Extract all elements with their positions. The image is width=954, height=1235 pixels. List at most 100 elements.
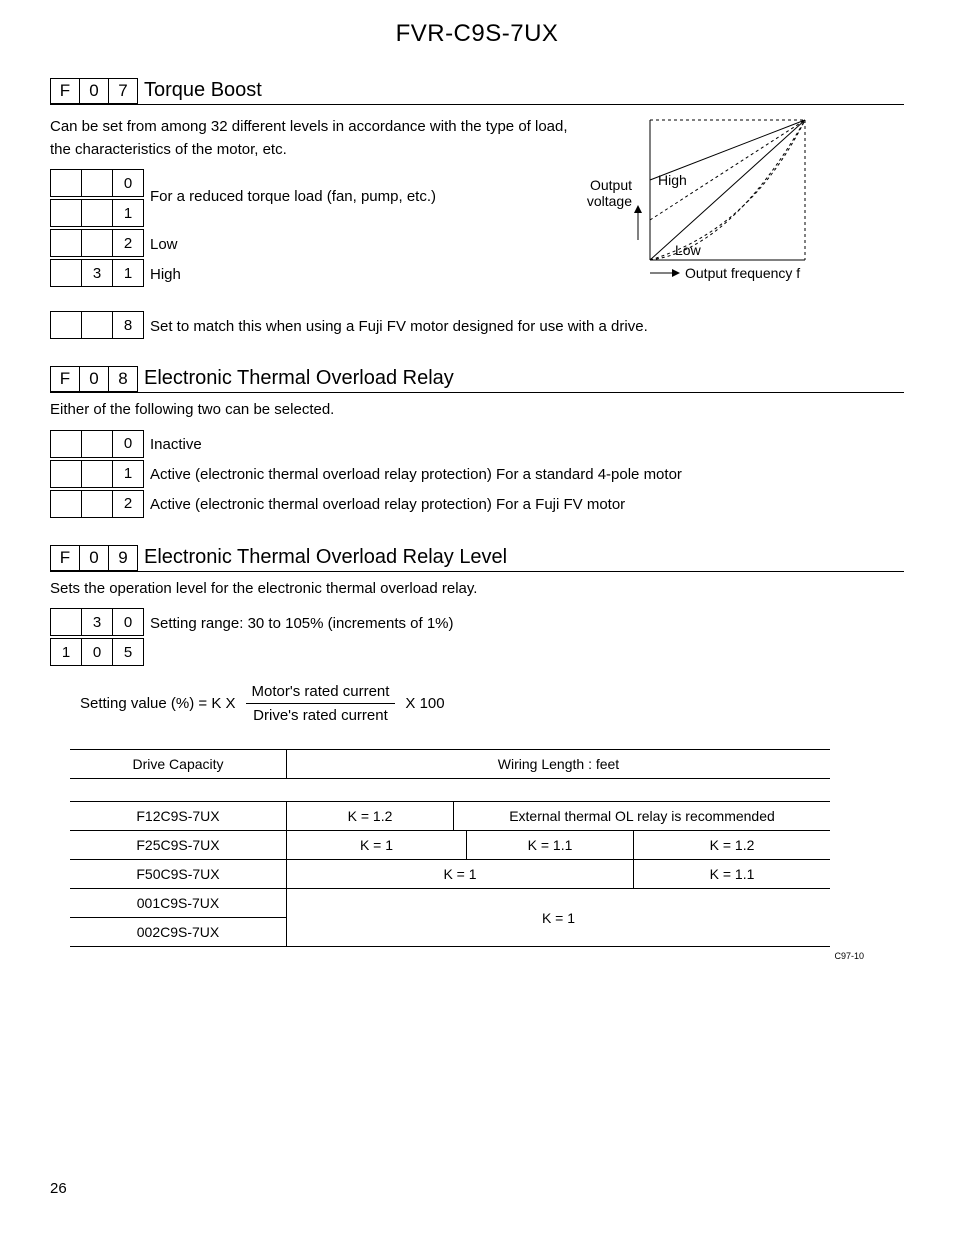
table-header-row: Drive Capacity Wiring Length : feet — [70, 750, 830, 779]
option-row: 2 Low — [50, 229, 590, 259]
section-desc: Sets the operation level for the electro… — [50, 578, 904, 601]
header-wiring-length: Wiring Length : feet — [287, 750, 831, 779]
section-header: F 0 9 Electronic Thermal Overload Relay … — [50, 545, 904, 572]
k-cell: K = 1.2 — [287, 802, 454, 831]
chart-high-label: High — [658, 172, 687, 188]
chart-low-label: Low — [675, 242, 702, 258]
function-code-box: F 0 7 — [50, 78, 138, 104]
code-cell: 0 — [80, 546, 109, 570]
chart-x-label: Output frequency f — [685, 265, 800, 281]
table-row: F50C9S-7UX K = 1 K = 1.1 — [70, 860, 830, 889]
opt-cell: 0 — [113, 430, 144, 457]
option-cells: 8 — [50, 311, 144, 339]
option-label: Active (electronic thermal overload rela… — [150, 496, 625, 513]
cap-cell: F25C9S-7UX — [70, 831, 287, 860]
option-label: Setting range: 30 to 105% (increments of… — [150, 615, 454, 632]
table-row: F25C9S-7UX K = 1 K = 1.1 K = 1.2 — [70, 831, 830, 860]
opt-cell — [51, 230, 82, 257]
opt-cell — [51, 260, 82, 287]
section-title: Electronic Thermal Overload Relay — [144, 367, 454, 391]
cap-cell: 002C9S-7UX — [70, 918, 287, 947]
formula-lhs: Setting value (%) = K X — [80, 695, 236, 712]
k-cell: K = 1 — [287, 889, 831, 947]
opt-cell — [51, 490, 82, 517]
k-cell: K = 1 — [287, 831, 467, 860]
cap-cell: F12C9S-7UX — [70, 802, 287, 831]
formula-rhs: X 100 — [405, 695, 444, 712]
option-cells: 1 — [50, 460, 144, 488]
formula: Setting value (%) = K X Motor's rated cu… — [80, 683, 904, 724]
opt-cell — [51, 170, 82, 197]
page-number: 26 — [50, 1180, 67, 1197]
opt-cell: 3 — [82, 260, 113, 287]
k-cell: K = 1.2 — [634, 831, 831, 860]
header-drive-capacity: Drive Capacity — [70, 750, 287, 779]
cap-cell: 001C9S-7UX — [70, 889, 287, 918]
section-desc: Can be set from among 32 different level… — [50, 116, 590, 161]
function-code-box: F 0 9 — [50, 545, 138, 571]
option-cells: 0 — [50, 430, 144, 458]
option-row: 0 Inactive — [50, 430, 904, 460]
chart-svg: High Low Output voltage Output frequency… — [580, 110, 820, 290]
option-label: Active (electronic thermal overload rela… — [150, 466, 682, 483]
opt-cell: 2 — [113, 230, 144, 257]
code-cell: F — [51, 546, 80, 570]
option-cells: 2 — [50, 490, 144, 518]
opt-cell — [51, 200, 82, 227]
section-f09: F 0 9 Electronic Thermal Overload Relay … — [50, 545, 904, 962]
option-row: 3 0 Setting range: 30 to 105% (increment… — [50, 608, 904, 638]
k-cell: K = 1 — [287, 860, 634, 889]
formula-fraction: Motor's rated current Drive's rated curr… — [246, 683, 396, 724]
opt-cell — [51, 312, 82, 339]
section-f08: F 0 8 Electronic Thermal Overload Relay … — [50, 366, 904, 520]
code-cell: 0 — [80, 367, 109, 391]
section-desc: Either of the following two can be selec… — [50, 399, 904, 422]
option-label: Low — [150, 236, 178, 253]
option-row-extra: 8 Set to match this when using a Fuji FV… — [50, 311, 904, 341]
option-cells: 2 — [50, 229, 144, 257]
table-row: F12C9S-7UX K = 1.2 External thermal OL r… — [70, 802, 830, 831]
opt-cell — [82, 490, 113, 517]
opt-cell: 0 — [113, 170, 144, 197]
option-row: 3 1 High — [50, 259, 590, 289]
opt-cell — [82, 230, 113, 257]
opt-cell: 0 — [82, 639, 113, 666]
option-cells: 3 0 — [50, 608, 144, 636]
option-cells: 1 0 5 — [50, 638, 144, 666]
opt-cell — [82, 312, 113, 339]
option-row: 2 Active (electronic thermal overload re… — [50, 490, 904, 520]
page-title: FVR-C9S-7UX — [50, 20, 904, 48]
cap-cell: F50C9S-7UX — [70, 860, 287, 889]
option-row: 1 0 5 — [50, 638, 904, 668]
reference-code: C97-10 — [50, 951, 864, 961]
option-row: 0 For a reduced torque load (fan, pump, … — [50, 169, 590, 199]
opt-cell — [82, 200, 113, 227]
chart-y-label-1: Output — [590, 177, 632, 193]
code-cell: F — [51, 367, 80, 391]
opt-cell: 1 — [113, 460, 144, 487]
option-label: High — [150, 266, 181, 283]
opt-cell: 1 — [113, 260, 144, 287]
code-cell: 9 — [109, 546, 137, 570]
opt-cell — [51, 430, 82, 457]
opt-cell — [82, 170, 113, 197]
section-header: F 0 8 Electronic Thermal Overload Relay — [50, 366, 904, 393]
section-title: Torque Boost — [144, 79, 262, 103]
opt-cell: 1 — [51, 639, 82, 666]
opt-cell: 3 — [82, 609, 113, 636]
option-label: Set to match this when using a Fuji FV m… — [150, 318, 648, 335]
opt-cell — [51, 460, 82, 487]
opt-cell — [82, 460, 113, 487]
option-cells: 0 — [50, 169, 144, 197]
k-cell: K = 1.1 — [467, 831, 634, 860]
option-label: For a reduced torque load (fan, pump, et… — [150, 188, 436, 205]
opt-cell: 2 — [113, 490, 144, 517]
code-cell: F — [51, 79, 80, 103]
torque-boost-chart: High Low Output voltage Output frequency… — [580, 110, 820, 293]
formula-denominator: Drive's rated current — [246, 704, 396, 724]
section-title: Electronic Thermal Overload Relay Level — [144, 546, 507, 570]
option-label: Inactive — [150, 436, 202, 453]
code-cell: 0 — [80, 79, 109, 103]
note-cell: External thermal OL relay is recommended — [454, 802, 831, 831]
opt-cell: 8 — [113, 312, 144, 339]
